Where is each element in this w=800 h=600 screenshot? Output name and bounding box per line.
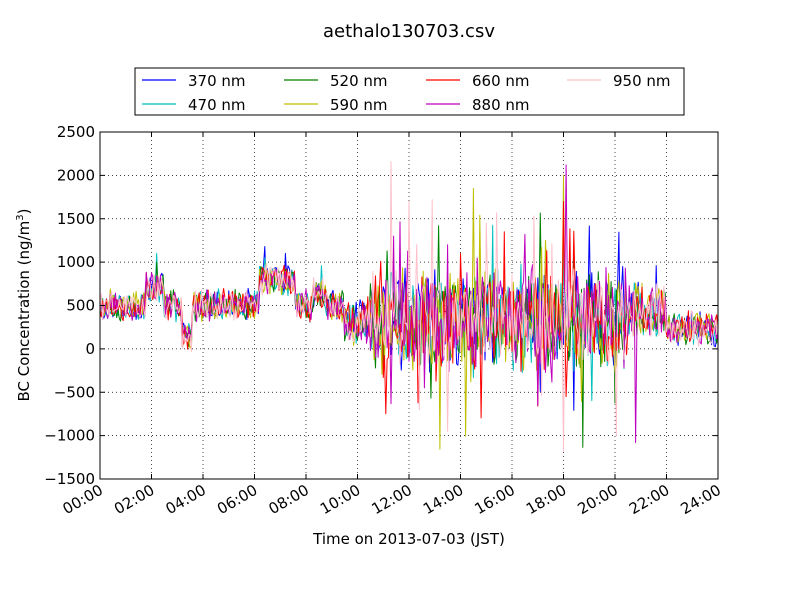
y-axis-label-superscript: 3 bbox=[15, 214, 26, 220]
y-axis-label-suffix: ) bbox=[15, 209, 33, 215]
x-axis-label: Time on 2013-07-03 (JST) bbox=[312, 530, 505, 548]
plot-area bbox=[100, 132, 718, 479]
y-tick-label: 1500 bbox=[57, 210, 95, 228]
y-tick-label: −1500 bbox=[44, 470, 95, 488]
x-tick-label: 02:00 bbox=[111, 481, 157, 518]
x-tick-label: 08:00 bbox=[266, 481, 312, 518]
series-line-950-nm bbox=[100, 161, 718, 452]
legend-label: 660 nm bbox=[472, 72, 530, 90]
y-tick-label: 0 bbox=[85, 340, 95, 358]
y-axis-label-main: BC Concentration (ng/m bbox=[15, 221, 33, 402]
y-tick-label: 1000 bbox=[57, 253, 95, 271]
x-tick-label: 06:00 bbox=[214, 481, 260, 518]
x-tick-label: 16:00 bbox=[472, 481, 518, 518]
x-tick-label: 10:00 bbox=[317, 481, 363, 518]
legend: 370 nm 470 nm 520 nm 590 nm 660 nm 880 nm 950 … bbox=[134, 67, 685, 116]
series-line-470-nm bbox=[100, 224, 718, 402]
x-tick-label: 04:00 bbox=[163, 481, 209, 518]
chart-title: aethalo130703.csv bbox=[323, 21, 495, 42]
x-tick-label: 12:00 bbox=[369, 481, 415, 518]
legend-label: 520 nm bbox=[330, 72, 388, 90]
x-tick-label: 22:00 bbox=[626, 481, 672, 518]
legend-label: 880 nm bbox=[472, 96, 530, 114]
x-tick-label: 14:00 bbox=[420, 481, 466, 518]
y-tick-label: 2000 bbox=[57, 166, 95, 184]
legend-label: 950 nm bbox=[613, 72, 671, 90]
y-tick-label: −500 bbox=[54, 383, 95, 401]
y-tick-label: −1000 bbox=[44, 427, 95, 445]
y-axis-label: BC Concentration (ng/m3) bbox=[15, 209, 33, 402]
x-tick-label: 24:00 bbox=[678, 481, 724, 518]
legend-label: 370 nm bbox=[188, 72, 246, 90]
x-tick-label: 20:00 bbox=[575, 481, 621, 518]
legend-label: 470 nm bbox=[188, 96, 246, 114]
y-tick-label: 500 bbox=[66, 297, 95, 315]
legend-label: 590 nm bbox=[330, 96, 388, 114]
x-tick-label: 18:00 bbox=[523, 481, 569, 518]
y-tick-label: 2500 bbox=[57, 123, 95, 141]
legend-box bbox=[134, 67, 685, 116]
